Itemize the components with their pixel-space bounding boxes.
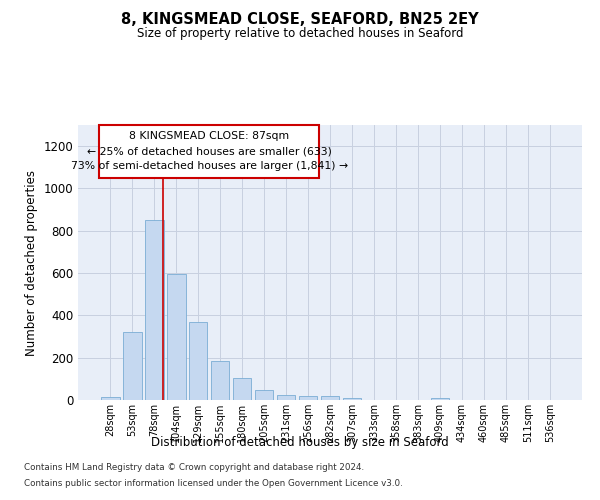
Bar xyxy=(101,397,119,400)
Text: 8 KINGSMEAD CLOSE: 87sqm
← 25% of detached houses are smaller (633)
73% of semi-: 8 KINGSMEAD CLOSE: 87sqm ← 25% of detach… xyxy=(71,132,347,171)
Bar xyxy=(233,378,251,400)
Text: Size of property relative to detached houses in Seaford: Size of property relative to detached ho… xyxy=(137,28,463,40)
Bar xyxy=(123,332,142,400)
Bar xyxy=(320,396,340,400)
Text: Contains HM Land Registry data © Crown copyright and database right 2024.: Contains HM Land Registry data © Crown c… xyxy=(24,464,364,472)
Text: Distribution of detached houses by size in Seaford: Distribution of detached houses by size … xyxy=(151,436,449,449)
Bar xyxy=(189,322,208,400)
Bar xyxy=(145,220,164,400)
Bar xyxy=(299,396,317,400)
Bar xyxy=(431,398,449,400)
Bar xyxy=(277,396,295,400)
Bar xyxy=(211,361,229,400)
Bar xyxy=(167,274,185,400)
FancyBboxPatch shape xyxy=(99,125,319,178)
Text: 8, KINGSMEAD CLOSE, SEAFORD, BN25 2EY: 8, KINGSMEAD CLOSE, SEAFORD, BN25 2EY xyxy=(121,12,479,28)
Y-axis label: Number of detached properties: Number of detached properties xyxy=(25,170,38,356)
Bar xyxy=(255,390,274,400)
Bar xyxy=(343,398,361,400)
Text: Contains public sector information licensed under the Open Government Licence v3: Contains public sector information licen… xyxy=(24,478,403,488)
